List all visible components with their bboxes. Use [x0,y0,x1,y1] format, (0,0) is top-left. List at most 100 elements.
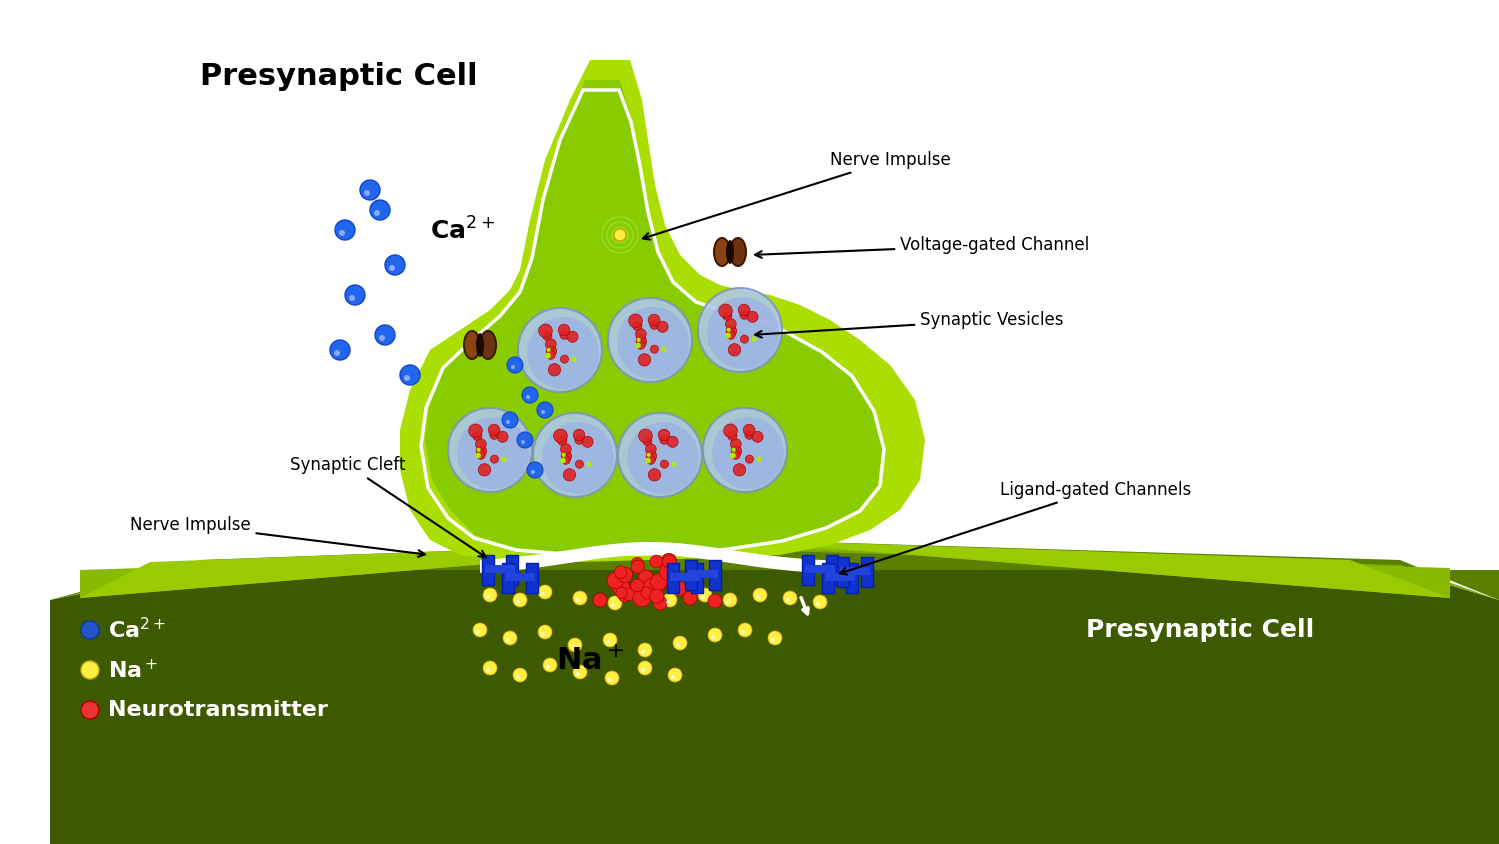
Bar [486,565,516,573]
Circle shape [546,353,550,359]
Circle shape [507,638,510,642]
Circle shape [475,439,486,450]
Circle shape [474,623,487,637]
Circle shape [613,579,630,596]
Circle shape [547,350,555,360]
Circle shape [568,638,582,652]
Circle shape [603,633,618,647]
Circle shape [543,422,615,494]
Circle shape [486,668,490,672]
Circle shape [782,591,797,605]
Circle shape [639,354,651,366]
Circle shape [643,436,652,446]
Circle shape [334,350,340,356]
Circle shape [699,588,712,602]
Circle shape [633,322,642,331]
Circle shape [609,596,622,610]
Circle shape [745,455,754,463]
Circle shape [755,595,760,599]
Circle shape [672,462,676,467]
Circle shape [606,640,610,644]
Circle shape [684,591,697,605]
Circle shape [541,592,546,596]
Circle shape [504,631,517,645]
Circle shape [757,457,761,462]
Circle shape [654,596,667,610]
Bar [691,563,703,593]
Circle shape [723,593,738,607]
Circle shape [511,365,516,369]
Circle shape [658,430,670,441]
Circle shape [513,593,528,607]
Circle shape [609,298,693,382]
Ellipse shape [726,240,735,264]
Circle shape [543,332,552,340]
Circle shape [636,343,640,349]
Bar [860,557,872,587]
Circle shape [586,462,592,467]
Text: Synaptic Cleft: Synaptic Cleft [289,456,486,557]
Bar [839,567,869,575]
Circle shape [661,574,673,586]
Circle shape [573,591,588,605]
Circle shape [627,422,699,494]
Circle shape [651,555,663,568]
Circle shape [618,588,628,598]
Circle shape [81,701,99,719]
Polygon shape [49,540,1499,600]
Circle shape [564,468,576,481]
Circle shape [576,672,580,676]
Circle shape [541,410,546,414]
Circle shape [559,330,568,339]
Circle shape [646,452,651,457]
Circle shape [648,468,661,481]
Circle shape [651,321,658,329]
Circle shape [522,440,525,444]
Circle shape [643,579,658,593]
Circle shape [546,346,556,356]
Circle shape [723,311,732,321]
Circle shape [558,324,570,336]
Circle shape [651,574,667,590]
Circle shape [628,314,643,327]
Bar [502,563,514,593]
Bar [670,573,700,581]
Circle shape [639,643,652,657]
Circle shape [663,572,681,589]
Circle shape [812,595,827,609]
Circle shape [528,317,600,389]
Circle shape [571,357,577,362]
Circle shape [513,668,528,682]
Circle shape [561,457,565,463]
Circle shape [538,625,552,639]
Circle shape [637,338,640,342]
Bar [507,555,519,585]
Circle shape [631,579,643,592]
Ellipse shape [480,331,496,359]
Circle shape [475,452,481,458]
Circle shape [669,668,682,682]
Circle shape [741,335,748,344]
Circle shape [732,448,736,452]
Circle shape [672,582,687,596]
Circle shape [745,430,754,440]
Circle shape [472,431,481,441]
Circle shape [663,555,676,568]
Circle shape [562,456,570,464]
Circle shape [390,265,396,271]
Text: Neurotransmitter: Neurotransmitter [108,700,328,720]
Circle shape [612,603,615,607]
Circle shape [330,340,349,360]
Circle shape [727,331,735,339]
Circle shape [642,587,654,599]
Circle shape [639,570,654,585]
Circle shape [576,598,580,602]
Circle shape [633,591,648,605]
Circle shape [663,593,678,607]
Circle shape [489,425,499,436]
Circle shape [543,658,558,672]
Circle shape [646,456,655,464]
Circle shape [661,460,669,468]
Circle shape [666,600,670,604]
Circle shape [637,340,645,349]
